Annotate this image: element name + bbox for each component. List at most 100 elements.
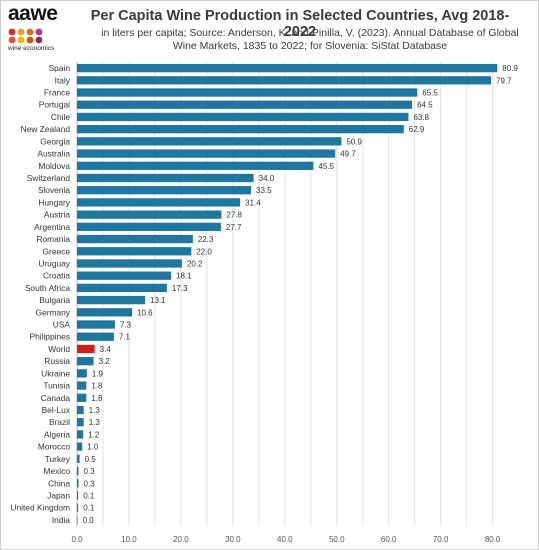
category-label: Morocco	[38, 442, 70, 452]
data-label: 63.8	[413, 113, 429, 122]
category-label: Georgia	[40, 136, 70, 146]
bar	[77, 247, 192, 256]
bar	[77, 454, 80, 463]
bar	[77, 381, 87, 390]
logo-dot	[17, 28, 25, 36]
bar	[77, 405, 84, 415]
category-label: South Africa	[25, 283, 71, 293]
bar	[77, 149, 336, 158]
category-label: World	[48, 344, 70, 354]
data-label: 45.5	[318, 162, 334, 171]
data-label: 64.5	[417, 101, 433, 110]
bar	[77, 271, 172, 280]
logo-dot	[8, 36, 16, 44]
data-label: 49.7	[340, 150, 356, 159]
data-label: 62.9	[409, 125, 425, 134]
data-label: 3.4	[100, 345, 112, 354]
data-label: 31.4	[245, 198, 261, 207]
x-tick-label: 80.0	[485, 535, 501, 544]
logo-dots-icon	[8, 28, 43, 44]
category-label: China	[48, 478, 70, 488]
category-label: Spain	[49, 63, 71, 73]
category-label: Switzerland	[27, 173, 71, 183]
data-label: 18.1	[176, 272, 192, 281]
data-label: 1.2	[88, 430, 100, 439]
data-label: 7.3	[120, 321, 132, 330]
data-label: 0.3	[84, 467, 96, 476]
chart-subtitle: in liters per capita; Source: Anderson, …	[90, 27, 530, 53]
category-label: Hungary	[38, 197, 70, 207]
category-label: Tunisia	[43, 381, 70, 391]
bar	[77, 63, 498, 73]
chart-title: Per Capita Wine Production in Selected C…	[90, 8, 510, 40]
bar	[77, 320, 115, 329]
category-label: France	[44, 88, 70, 98]
category-label: Croatia	[43, 271, 70, 281]
data-label: 22.3	[198, 235, 214, 244]
logo-dot	[35, 28, 43, 36]
bar	[77, 259, 182, 268]
data-label: 20.2	[187, 259, 203, 268]
category-label: Austria	[44, 210, 70, 220]
logo-dot	[17, 36, 25, 44]
x-tick-label: 30.0	[225, 535, 241, 544]
data-label: 1.8	[91, 382, 103, 391]
category-label: Slovenia	[38, 185, 70, 195]
category-label: Ukraine	[41, 368, 70, 378]
data-label: 27.8	[226, 211, 242, 220]
logo-wordmark: aawe	[8, 2, 58, 25]
data-label: 0.1	[83, 504, 95, 513]
category-label: Japan	[47, 490, 70, 500]
data-label: 0.0	[83, 516, 95, 525]
category-label: Moldova	[38, 161, 70, 171]
logo-tagline: wine economics	[8, 45, 55, 52]
bar	[77, 393, 87, 402]
x-tick-label: 50.0	[329, 535, 345, 544]
data-label: 0.3	[84, 479, 96, 488]
bar	[77, 100, 413, 109]
category-label: India	[52, 515, 71, 525]
category-label: USA	[53, 320, 71, 330]
bar	[77, 479, 79, 488]
bar	[77, 369, 87, 378]
data-label: 10.6	[137, 308, 153, 317]
category-label: Russia	[44, 356, 70, 366]
logo-dot	[26, 36, 34, 44]
category-label: United Kingdom	[10, 503, 70, 513]
data-label: 7.1	[119, 333, 131, 342]
data-label: 50.9	[346, 137, 362, 146]
bar	[77, 210, 222, 219]
bar	[77, 491, 79, 500]
category-label: Chile	[51, 112, 70, 122]
data-label: 0.1	[83, 491, 95, 500]
category-label: Canada	[41, 393, 71, 403]
bar	[77, 76, 492, 85]
bar	[77, 112, 409, 122]
data-label: 1.0	[87, 443, 99, 452]
category-label: Portugal	[39, 100, 70, 110]
bar	[77, 173, 254, 183]
x-tick-label: 20.0	[173, 535, 189, 544]
subtitle-line-1: in liters per capita; Source: Anderson, …	[101, 27, 519, 39]
bar	[77, 125, 404, 134]
bar	[77, 430, 84, 439]
data-label: 22.0	[196, 247, 212, 256]
data-label: 1.8	[91, 394, 103, 403]
category-label: Philippines	[29, 332, 70, 342]
data-label: 80.9	[502, 64, 518, 73]
bar	[77, 88, 418, 97]
bar	[77, 295, 146, 305]
bar	[77, 222, 221, 231]
bar	[77, 503, 79, 512]
bar	[77, 344, 95, 354]
category-label: Uruguay	[38, 258, 70, 268]
x-tick-label: 0.0	[71, 535, 83, 544]
x-tick-label: 60.0	[381, 535, 397, 544]
data-label: 1.9	[92, 369, 104, 378]
category-label: Bulgaria	[39, 295, 70, 305]
x-tick-label: 40.0	[277, 535, 293, 544]
category-label: Argentina	[34, 222, 70, 232]
data-label: 0.5	[85, 455, 97, 464]
category-label: Algeria	[44, 429, 70, 439]
